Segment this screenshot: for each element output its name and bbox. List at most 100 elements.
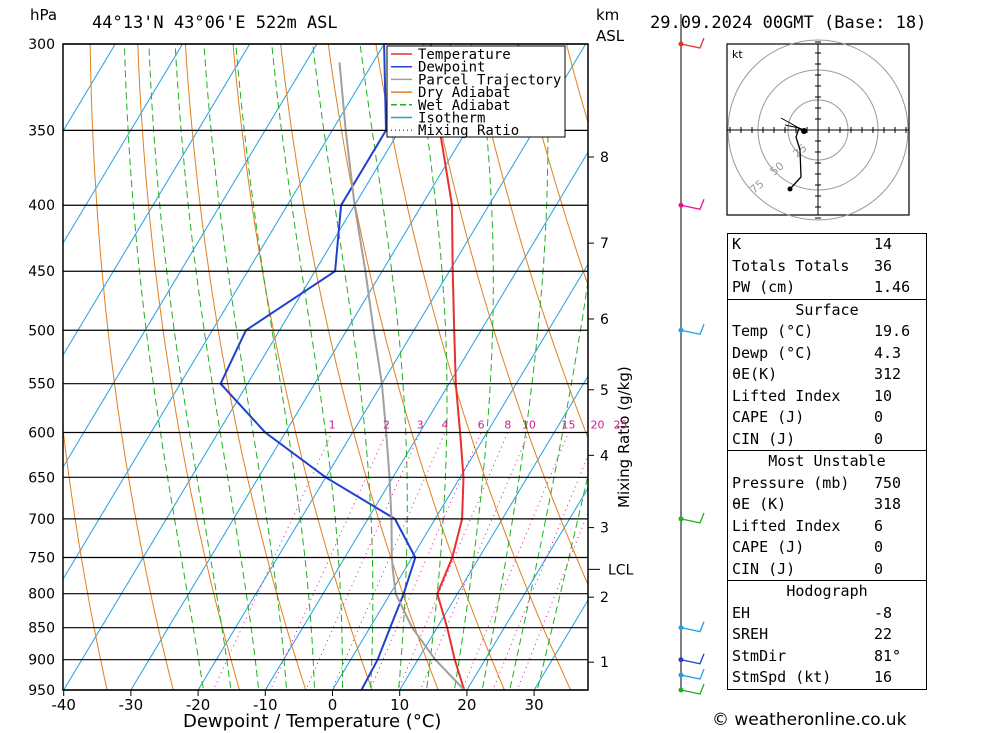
pressure-tick-label: 450 [28,264,55,280]
location-title: 44°13'N 43°06'E 522m ASL [92,13,338,33]
index-label: Totals Totals [732,256,850,275]
credit-text: © weatheronline.co.uk [712,710,907,730]
wet-adiabat-line [203,44,288,690]
dry-adiabat-line [986,25,1000,696]
hodograph-title: Hodograph [786,582,868,600]
index-row-k: K 14 [728,234,926,256]
dry-adiabat-line [184,44,307,690]
pressure-tick-label: 600 [28,425,55,441]
isotherm-line [63,44,184,245]
index-label: CIN (J) [732,429,796,448]
isotherm-line [63,44,251,357]
index-label: Lifted Index [732,386,841,405]
hodograph-unit: kt [732,48,743,61]
index-value: 750 [874,473,902,492]
index-value: 4.3 [874,343,902,362]
index-value: 0 [874,538,884,556]
wet-adiabat-line [536,472,588,690]
index-value: -8 [874,603,893,622]
pressure-tick-label: 650 [28,470,55,486]
legend-entry: Wet Adiabat [418,98,511,114]
hodo-row: EH -8 [728,603,926,625]
index-label: Temp (°C) [732,322,814,340]
km-tick-label: 8 [600,150,609,166]
hodo-row: StmSpd (kt) 16 [728,667,926,689]
mixing-ratio-axis-label: Mixing Ratio (g/kg) [615,366,633,508]
wet-adiabat-line [414,44,448,690]
index-label: θE (K) [732,495,787,513]
km-tick-label: 2 [600,590,609,606]
wet-adiabat-line [509,278,588,690]
pressure-tick-label: 500 [28,323,55,339]
index-label: θE(K) [732,365,778,383]
wind-barb-column [678,14,705,695]
pressure-tick-label: 700 [28,512,55,528]
mixing-ratio-label: 8 [504,418,511,431]
hodograph-trace [789,127,806,190]
dry-adiabat-line [375,44,572,690]
isotherm-line [466,487,588,690]
most-unstable-block: Most Unstable Pressure (mb) 750 θE (K) 318… [727,450,927,581]
temperature-tick-label: 10 [390,696,409,714]
index-value: 14 [874,235,893,253]
isotherm-line [63,44,318,469]
surface-row: Temp (°C) 19.6 [728,321,926,343]
surface-row: Lifted Index 10 [728,386,926,408]
wet-adiabat-line [148,44,232,690]
mixing-ratio-label: 1 [329,418,336,431]
index-value: 10 [874,386,893,405]
temperature-tick-label: 20 [457,696,476,714]
km-tick-label: 1 [600,655,609,671]
mixing-ratio-label: 3 [417,418,424,431]
index-label: CAPE (J) [732,408,805,426]
legend-entry: Isotherm [418,111,485,127]
wet-adiabat-line [359,44,408,690]
wind-barb [680,621,705,633]
mixing-ratio-line [305,432,421,690]
temperature-tick-label: 30 [525,696,544,714]
legend-box [386,45,566,138]
hodograph-start-dot [787,186,793,192]
isotherm-line [331,263,588,690]
index-label: Dewp (°C) [732,343,814,362]
datetime-title: 29.09.2024 00GMT (Base: 18) [650,13,926,33]
dry-adiabat-line [89,44,174,690]
hodo-row: SREH 22 [728,624,926,646]
storm-motion-marker [801,128,807,134]
index-label: StmDir [732,646,787,665]
index-value: 81° [874,646,902,665]
index-label: CAPE (J) [732,538,805,556]
temperature-tick-label: -40 [51,696,76,714]
legend-entry: Temperature [418,47,511,63]
dry-adiabat-line [63,425,108,690]
mixing-ratio-label: 6 [478,418,485,431]
wet-adiabat-line [453,44,494,690]
surface-row: CIN (J) 0 [728,429,926,451]
pressure-tick-label: 300 [28,37,55,53]
index-label: Lifted Index [732,516,841,535]
index-label: SREH [732,625,769,643]
most-unstable-title: Most Unstable [768,452,886,470]
dry-adiabat-line [232,44,373,690]
hpa-label: hPa [30,6,57,24]
km-tick-label: 6 [600,312,609,328]
wind-barb [680,683,705,695]
dry-adiabat-line [137,44,241,690]
temperature-tick-label: 0 [328,696,338,714]
dry-adiabat-line [422,44,588,586]
wet-adiabat-line [123,44,204,690]
mixing-ratio-line [516,511,588,690]
temperature-line [430,44,466,690]
mixing-ratio-line [269,432,387,690]
index-label: StmSpd (kt) [732,668,832,686]
mixing-ratio-label: 15 [561,418,575,431]
wet-adiabat-line [312,44,374,690]
mixing-ratio-label: 20 [591,418,605,431]
index-value: 22 [874,625,893,643]
legend-entry: Dry Adiabat [418,85,511,101]
index-value: 0 [874,559,884,578]
index-label: Pressure (mb) [732,473,850,492]
wind-barb [680,37,705,49]
index-label: EH [732,603,751,622]
